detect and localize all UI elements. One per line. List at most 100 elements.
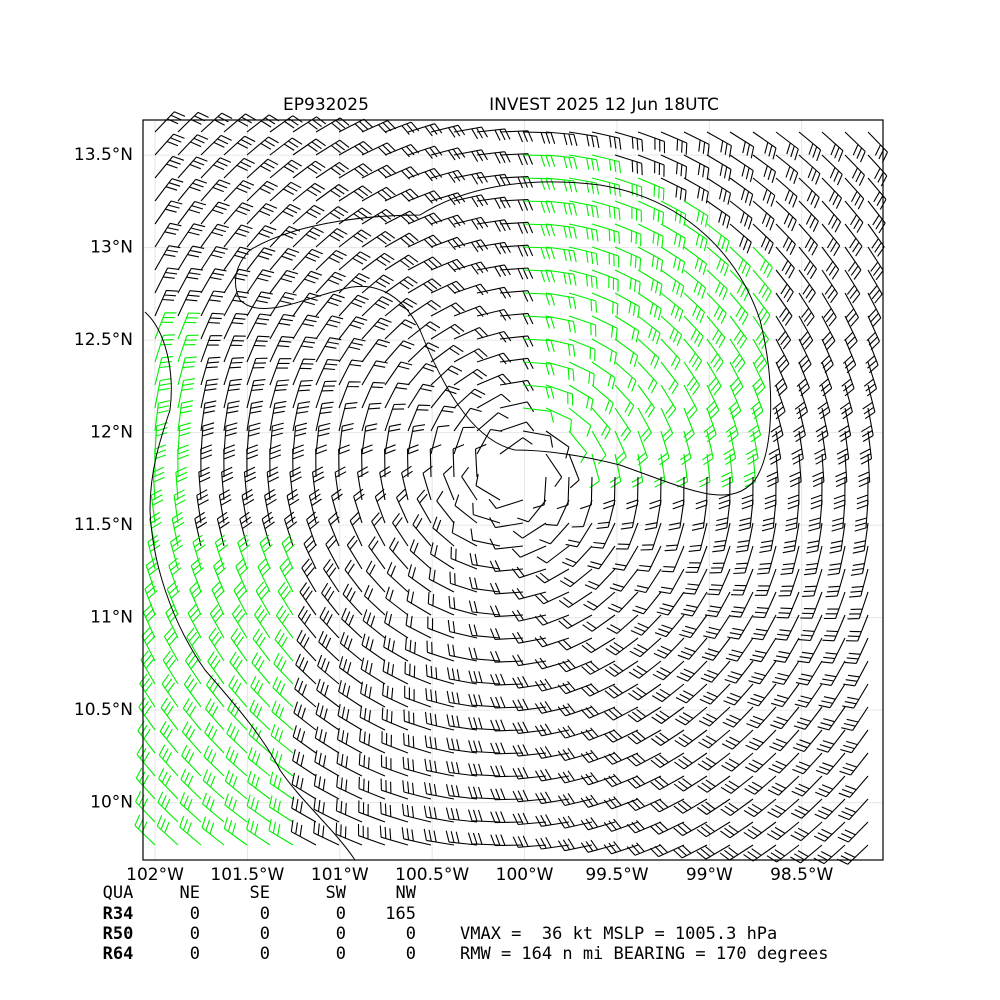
wind-barb	[342, 583, 363, 616]
wind-barb	[207, 651, 225, 685]
wind-barb	[336, 727, 363, 754]
wind-barb	[674, 752, 708, 770]
wind-barb	[580, 683, 616, 697]
wind-barb	[609, 568, 639, 592]
wind-barb	[729, 361, 744, 396]
wind-barb	[738, 499, 754, 532]
wind-barb	[769, 729, 800, 752]
wind-barb	[468, 623, 501, 639]
wind-barb	[315, 444, 327, 478]
wind-barb	[604, 706, 639, 721]
table-header: NW	[396, 883, 417, 903]
wind-barb	[177, 378, 196, 409]
wind-barb	[208, 627, 225, 662]
wind-barb	[583, 591, 616, 611]
wind-barb	[535, 746, 570, 759]
wind-barb	[269, 291, 297, 317]
wind-barb	[696, 798, 731, 815]
wind-barb	[863, 361, 878, 397]
table-cell: 0	[260, 904, 270, 924]
wind-barb	[637, 246, 664, 272]
wind-barb	[798, 315, 814, 350]
wind-barb	[557, 725, 593, 739]
wind-barb	[798, 154, 821, 185]
wind-barb	[145, 557, 159, 593]
wind-barb	[407, 212, 443, 226]
wind-barb	[660, 338, 681, 371]
wind-barb	[748, 660, 777, 685]
wind-barb	[752, 292, 771, 326]
wind-barb	[392, 512, 409, 547]
wind-barb	[679, 614, 708, 639]
wind-barb	[729, 154, 754, 183]
wind-barb	[359, 729, 386, 754]
x-tick-label: 100.5°W	[395, 865, 469, 885]
wind-barb	[341, 607, 363, 639]
wind-barb	[291, 796, 317, 823]
wind-barb	[361, 252, 395, 271]
wind-barb	[468, 717, 501, 731]
wind-barb	[545, 292, 577, 310]
wind-barb	[248, 723, 271, 754]
wind-barb	[774, 361, 788, 397]
wind-barb	[844, 246, 862, 280]
wind-barb	[162, 650, 179, 685]
wind-barb	[568, 246, 599, 266]
wind-barb	[808, 499, 823, 532]
wind-barb	[430, 169, 466, 183]
wind-barb	[677, 637, 708, 660]
wind-barb	[409, 539, 432, 570]
wind-barb	[727, 614, 754, 640]
wind-barb	[627, 752, 662, 767]
wind-barb	[591, 315, 618, 340]
wind-barb	[522, 200, 556, 214]
table-cell: 165	[385, 904, 416, 924]
wind-barb	[338, 273, 370, 294]
wind-barb	[190, 557, 204, 593]
table-header: NE	[180, 883, 200, 903]
wind-barb	[209, 604, 225, 639]
wind-barb	[522, 177, 556, 191]
wind-barb	[424, 711, 455, 731]
wind-barb	[247, 770, 271, 800]
wind-barb	[557, 815, 593, 829]
wind-barb	[730, 568, 754, 596]
table-header: SW	[326, 883, 347, 903]
wind-barb	[270, 724, 294, 754]
wind-barb	[468, 693, 501, 708]
wind-barb	[200, 335, 223, 363]
wind-barb	[703, 614, 731, 640]
wind-barb	[836, 430, 850, 465]
wind-barb	[637, 131, 666, 154]
wind-barb	[158, 768, 179, 800]
wind-barb	[821, 269, 838, 304]
wind-barb	[319, 606, 340, 639]
wind-barb	[650, 821, 685, 835]
wind-barb	[591, 177, 621, 197]
wind-barb	[386, 562, 409, 593]
wind-barb	[511, 545, 547, 558]
wind-barb	[315, 117, 350, 133]
wind-barb	[430, 344, 464, 363]
wind-barb	[703, 407, 717, 443]
wind-barb	[668, 499, 685, 531]
wind-barb	[820, 637, 846, 664]
wind-barb	[591, 154, 622, 174]
wind-barb	[683, 154, 710, 180]
wind-barb	[338, 402, 358, 432]
wind-barb	[627, 775, 662, 789]
wind-barb	[403, 733, 432, 754]
wind-barb	[269, 422, 284, 455]
wind-barb	[407, 145, 443, 159]
wind-barb	[338, 163, 373, 179]
wind-barb	[825, 568, 846, 598]
wind-barb	[453, 149, 488, 162]
table-header: QUA	[103, 883, 134, 903]
wind-barb	[626, 797, 662, 812]
title-left: EP932025	[283, 95, 369, 115]
wind-barb	[728, 384, 742, 420]
wind-barb	[138, 697, 156, 731]
wind-barb	[407, 342, 440, 363]
wind-barb	[315, 380, 337, 409]
